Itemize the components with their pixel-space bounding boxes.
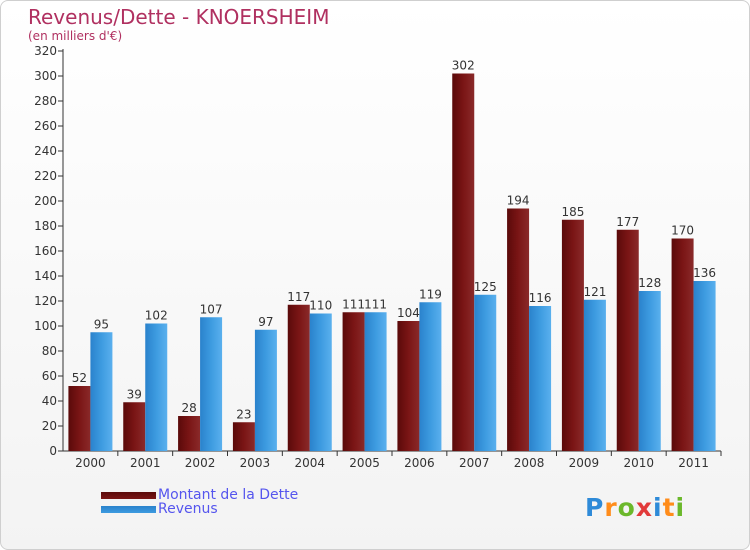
bar-revenus (419, 302, 442, 451)
y-tick-label: 200 (34, 194, 57, 208)
bar-dette (507, 208, 530, 451)
y-tick-label: 220 (34, 169, 57, 183)
data-label: 177 (616, 215, 639, 229)
legend-item-dette: Montant de la Dette (101, 487, 298, 503)
data-label: 125 (474, 280, 497, 294)
bar-dette (671, 238, 694, 451)
x-tick-label: 2008 (514, 456, 545, 470)
x-tick-label: 2007 (459, 456, 490, 470)
legend-swatch-dette (101, 491, 156, 499)
data-label: 111 (342, 297, 365, 311)
bar-dette (68, 386, 91, 451)
y-tick-label: 160 (34, 244, 57, 258)
data-label: 170 (671, 224, 694, 238)
bar-revenus (529, 306, 552, 451)
y-tick-label: 180 (34, 219, 57, 233)
data-label: 104 (397, 306, 420, 320)
data-label: 116 (529, 291, 552, 305)
bar-dette (397, 321, 420, 451)
data-label: 39 (127, 387, 142, 401)
bar-revenus (254, 329, 277, 451)
data-label: 194 (507, 194, 530, 208)
legend-swatch-revenus (101, 505, 156, 513)
x-tick-label: 2004 (294, 456, 325, 470)
bar-revenus (309, 313, 332, 451)
bar-dette (616, 229, 639, 451)
bar-revenus (693, 281, 716, 451)
y-tick-label: 0 (49, 444, 57, 458)
legend-item-revenus: Revenus (101, 501, 218, 517)
data-label: 28 (181, 401, 196, 415)
chart-title: Revenus/Dette - KNOERSHEIM (28, 5, 330, 29)
y-tick-label: 100 (34, 319, 57, 333)
bar-revenus (200, 317, 223, 451)
bar-dette (342, 312, 365, 451)
y-tick-label: 60 (42, 369, 57, 383)
bar-revenus (583, 299, 606, 451)
y-tick-label: 40 (42, 394, 57, 408)
data-label: 121 (583, 285, 606, 299)
y-tick-label: 280 (34, 94, 57, 108)
legend-label-dette: Montant de la Dette (158, 487, 299, 503)
y-tick-label: 240 (34, 144, 57, 158)
y-tick-label: 300 (34, 69, 57, 83)
data-label: 23 (236, 407, 251, 421)
proxiti-logo: Proxiti (585, 493, 686, 522)
x-tick-label: 2002 (185, 456, 216, 470)
bar-revenus (638, 291, 661, 451)
bar-dette (123, 402, 146, 451)
data-label: 185 (561, 205, 584, 219)
data-label: 119 (419, 287, 442, 301)
chart-subtitle: (en milliers d'€) (28, 29, 123, 43)
data-label: 52 (72, 371, 87, 385)
x-tick-label: 2006 (404, 456, 435, 470)
x-tick-label: 2000 (75, 456, 106, 470)
bar-dette (287, 304, 310, 451)
x-tick-label: 2001 (130, 456, 161, 470)
data-label: 97 (258, 315, 273, 329)
data-label: 117 (287, 290, 310, 304)
bar-revenus (474, 294, 497, 451)
x-tick-label: 2003 (240, 456, 271, 470)
y-tick-label: 260 (34, 119, 57, 133)
x-tick-label: 2011 (678, 456, 709, 470)
data-label: 102 (145, 309, 168, 323)
data-label: 110 (309, 299, 332, 313)
legend-label-revenus: Revenus (158, 501, 218, 517)
bar-revenus (90, 332, 113, 451)
bar-revenus (364, 312, 387, 451)
data-label: 128 (638, 276, 661, 290)
y-tick-label: 140 (34, 269, 57, 283)
y-tick-label: 120 (34, 294, 57, 308)
data-label: 136 (693, 266, 716, 280)
x-tick-label: 2010 (623, 456, 654, 470)
bar-dette (178, 416, 201, 451)
x-tick-label: 2005 (349, 456, 380, 470)
y-tick-label: 20 (42, 419, 57, 433)
x-tick-label: 2009 (569, 456, 600, 470)
y-tick-label: 80 (42, 344, 57, 358)
bar-dette (232, 422, 255, 451)
data-label: 95 (94, 317, 109, 331)
data-label: 302 (452, 59, 475, 73)
data-label: 107 (200, 302, 223, 316)
y-tick-label: 320 (34, 44, 57, 58)
bar-dette (452, 73, 475, 451)
bar-dette (561, 219, 584, 451)
data-label: 111 (364, 297, 387, 311)
bar-revenus (145, 323, 168, 451)
